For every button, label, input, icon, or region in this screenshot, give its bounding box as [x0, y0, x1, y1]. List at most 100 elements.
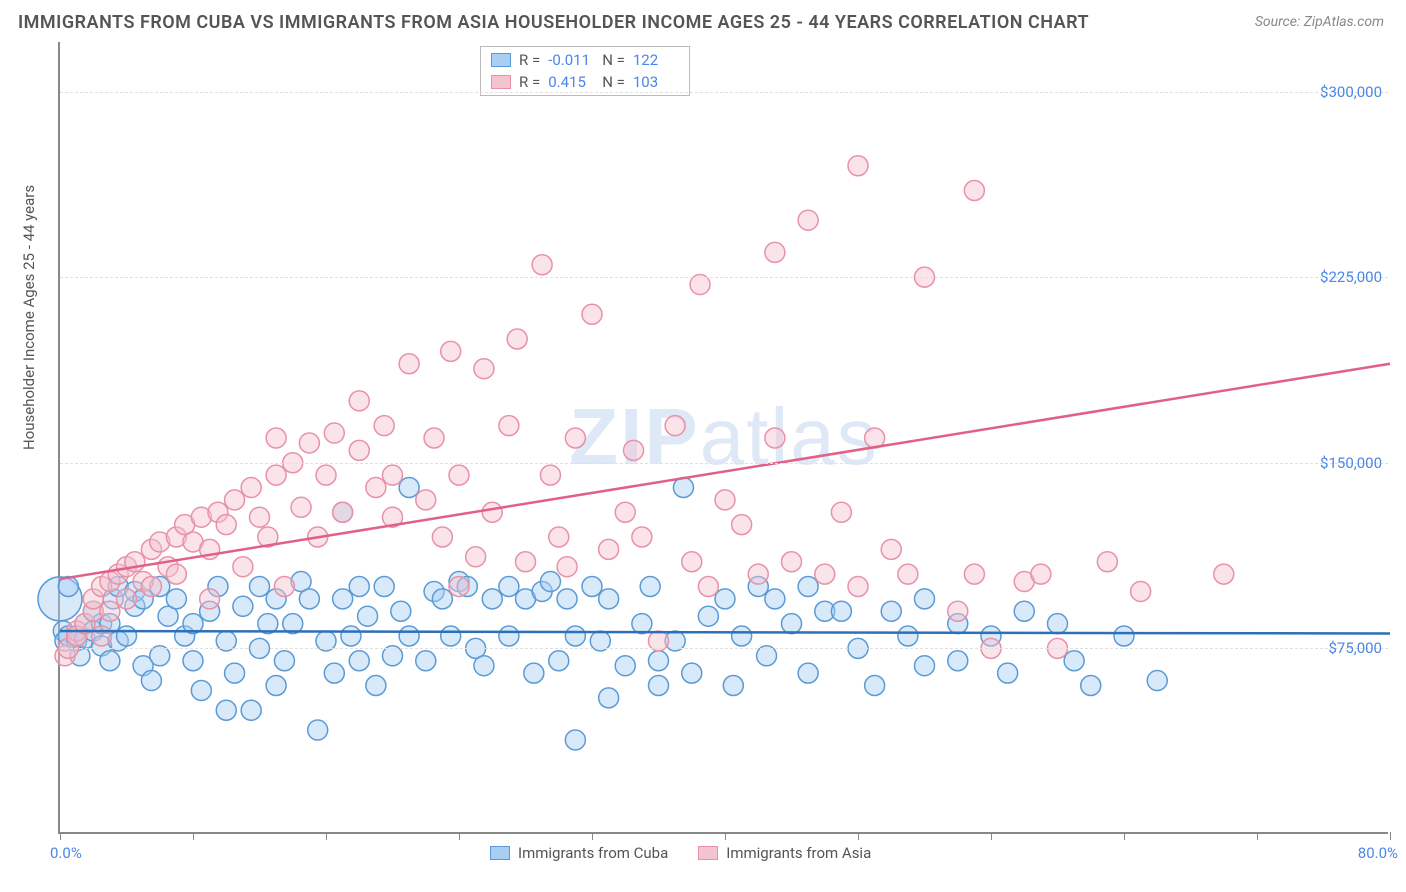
source-attribution: Source: ZipAtlas.com: [1255, 14, 1384, 30]
y-axis-label: Householder Income Ages 25 - 44 years: [20, 185, 38, 450]
scatter-point: [299, 433, 319, 453]
scatter-point: [715, 589, 735, 609]
scatter-point: [964, 564, 984, 584]
scatter-point: [225, 490, 245, 510]
scatter-point: [183, 651, 203, 671]
scatter-point: [391, 601, 411, 621]
trend-line: [60, 631, 1390, 633]
scatter-point: [1147, 671, 1167, 691]
scatter-point: [316, 465, 336, 485]
scatter-point: [250, 577, 270, 597]
scatter-point: [216, 700, 236, 720]
scatter-point: [266, 676, 286, 696]
stats-row-asia: R =0.415 N =103: [491, 71, 679, 93]
scatter-point: [1031, 564, 1051, 584]
scatter-point: [399, 626, 419, 646]
scatter-point: [482, 589, 502, 609]
scatter-point: [474, 656, 494, 676]
scatter-point: [1114, 626, 1134, 646]
scatter-point: [765, 428, 785, 448]
scatter-point: [649, 651, 669, 671]
scatter-point: [748, 564, 768, 584]
scatter-point: [341, 626, 361, 646]
scatter-point: [308, 720, 328, 740]
x-min-label: 0.0%: [50, 844, 82, 862]
gridline: [60, 648, 1388, 649]
scatter-point: [274, 577, 294, 597]
scatter-point: [324, 663, 344, 683]
scatter-point: [482, 502, 502, 522]
legend-swatch-asia: [698, 846, 718, 860]
x-tick: [991, 832, 992, 840]
x-tick: [193, 832, 194, 840]
scatter-point: [366, 676, 386, 696]
scatter-point: [100, 601, 120, 621]
scatter-point: [166, 589, 186, 609]
scatter-point: [624, 440, 644, 460]
legend: Immigrants from Cuba Immigrants from Asi…: [490, 844, 871, 862]
scatter-point: [233, 557, 253, 577]
legend-item-asia: Immigrants from Asia: [698, 844, 871, 862]
legend-item-cuba: Immigrants from Cuba: [490, 844, 668, 862]
scatter-point: [266, 465, 286, 485]
scatter-point: [499, 416, 519, 436]
y-tick-label: $75,000: [1328, 639, 1382, 657]
scatter-point: [1014, 601, 1034, 621]
scatter-point: [366, 478, 386, 498]
scatter-point: [640, 577, 660, 597]
scatter-point: [732, 515, 752, 535]
scatter-point: [532, 255, 552, 275]
x-tick: [1257, 832, 1258, 840]
scatter-point: [549, 651, 569, 671]
scatter-point: [474, 359, 494, 379]
scatter-point: [582, 304, 602, 324]
scatter-point: [349, 440, 369, 460]
y-tick-label: $225,000: [1320, 268, 1382, 286]
scatter-point: [374, 577, 394, 597]
scatter-point: [449, 577, 469, 597]
scatter-point: [782, 614, 802, 634]
scatter-point: [499, 577, 519, 597]
scatter-point: [765, 589, 785, 609]
x-tick: [326, 832, 327, 840]
scatter-point: [333, 502, 353, 522]
scatter-point: [499, 626, 519, 646]
scatter-point: [798, 577, 818, 597]
scatter-point: [964, 181, 984, 201]
gridline: [60, 463, 1388, 464]
scatter-point: [848, 577, 868, 597]
scatter-point: [100, 651, 120, 671]
stats-row-cuba: R =-0.011 N =122: [491, 49, 679, 71]
scatter-point: [216, 515, 236, 535]
legend-label-cuba: Immigrants from Cuba: [518, 844, 668, 862]
scatter-point: [424, 428, 444, 448]
plot-area: ZIPatlas R =-0.011 N =122 R =0.415 N =10…: [58, 42, 1388, 834]
scatter-point: [665, 416, 685, 436]
scatter-point: [374, 416, 394, 436]
scatter-point: [831, 601, 851, 621]
scatter-point: [250, 507, 270, 527]
scatter-point: [765, 242, 785, 262]
scatter-point: [383, 465, 403, 485]
scatter-point: [432, 589, 452, 609]
scatter-point: [241, 478, 261, 498]
scatter-point: [1214, 564, 1234, 584]
scatter-point: [865, 676, 885, 696]
scatter-point: [915, 589, 935, 609]
scatter-point: [549, 527, 569, 547]
scatter-point: [599, 589, 619, 609]
scatter-point: [798, 663, 818, 683]
scatter-point: [723, 676, 743, 696]
scatter-point: [715, 490, 735, 510]
y-tick-label: $300,000: [1320, 83, 1382, 101]
scatter-point: [274, 651, 294, 671]
scatter-point: [358, 606, 378, 626]
scatter-point: [557, 557, 577, 577]
scatter-point: [507, 329, 527, 349]
scatter-point: [166, 564, 186, 584]
scatter-point: [449, 465, 469, 485]
scatter-point: [141, 577, 161, 597]
scatter-point: [349, 391, 369, 411]
scatter-point: [565, 626, 585, 646]
scatter-point: [831, 502, 851, 522]
